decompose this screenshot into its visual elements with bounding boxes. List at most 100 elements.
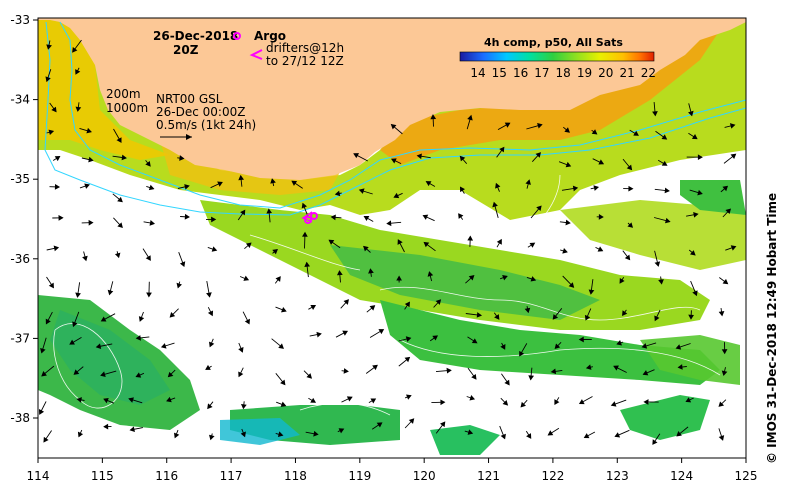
current-vector-head bbox=[502, 400, 509, 406]
drifter-legend-line1: drifters@12h bbox=[266, 41, 344, 55]
current-vector-head bbox=[405, 336, 412, 342]
current-vector-head bbox=[525, 179, 531, 185]
x-tick-label: 116 bbox=[155, 469, 178, 483]
current-vector-head bbox=[526, 433, 532, 439]
current-vector-head bbox=[550, 368, 557, 375]
current-vector-head bbox=[328, 239, 335, 245]
current-vector-head bbox=[565, 219, 571, 226]
current-vector-head bbox=[641, 343, 648, 349]
current-vector-head bbox=[499, 146, 505, 153]
current-vector-head bbox=[406, 394, 412, 400]
current-vector-head bbox=[240, 403, 247, 410]
current-vector-head bbox=[730, 245, 737, 251]
current-vector-head bbox=[588, 289, 595, 295]
current-vector-head bbox=[48, 129, 55, 136]
current-vector-head bbox=[500, 344, 506, 350]
current-vector-head bbox=[86, 127, 92, 134]
current-vector-head bbox=[520, 401, 526, 408]
current-vector-head bbox=[184, 184, 190, 190]
current-vector-head bbox=[166, 396, 172, 403]
current-vector-head bbox=[471, 374, 477, 380]
current-vector-head bbox=[301, 202, 307, 209]
current-vector-head bbox=[148, 184, 155, 191]
current-vector-head bbox=[316, 331, 322, 338]
current-vector-head bbox=[107, 289, 114, 296]
credit-label: © IMOS 31-Dec-2018 12:49 Hobart Time bbox=[765, 193, 779, 464]
current-vector-head bbox=[578, 399, 585, 405]
y-tick-label: -37 bbox=[10, 331, 30, 345]
current-vector-head bbox=[554, 399, 560, 405]
current-vector-head bbox=[270, 178, 276, 184]
current-vector-head bbox=[302, 231, 308, 237]
current-vectors bbox=[38, 39, 737, 445]
current-vector-head bbox=[643, 399, 649, 405]
current-vector-head bbox=[467, 429, 474, 435]
current-vector-head bbox=[664, 217, 671, 224]
current-vector-head bbox=[310, 397, 317, 403]
current-vector-head bbox=[688, 110, 694, 117]
y-tick-label: -36 bbox=[10, 252, 30, 266]
current-vector-head bbox=[84, 183, 90, 189]
current-vector-head bbox=[160, 343, 167, 349]
current-vector-head bbox=[578, 336, 584, 343]
current-vector-head bbox=[458, 213, 464, 219]
current-vector-head bbox=[584, 314, 591, 321]
current-vector-head bbox=[358, 188, 365, 194]
current-vector-head bbox=[524, 307, 531, 314]
x-tick-label: 124 bbox=[670, 469, 693, 483]
colorbar-tick-label: 14 bbox=[470, 66, 485, 80]
current-vector-head bbox=[568, 282, 575, 288]
current-vector-head bbox=[502, 274, 508, 281]
current-vector-head bbox=[103, 423, 109, 430]
current-vector-head bbox=[504, 379, 510, 386]
current-vector-head bbox=[75, 106, 82, 112]
current-vector-head bbox=[562, 248, 568, 254]
current-vector-head bbox=[211, 216, 217, 223]
current-vector-head bbox=[208, 341, 215, 348]
current-vector-head bbox=[51, 106, 57, 113]
current-vector-head bbox=[500, 433, 506, 440]
current-vector-head bbox=[100, 316, 107, 322]
current-vector-head bbox=[554, 343, 561, 350]
current-vector-head bbox=[363, 245, 369, 252]
x-tick-label: 119 bbox=[348, 469, 371, 483]
current-vector-head bbox=[624, 254, 631, 261]
current-vector-head bbox=[396, 275, 402, 281]
colorbar-tick-label: 20 bbox=[598, 66, 613, 80]
current-vector-head bbox=[291, 180, 298, 186]
current-vector-head bbox=[718, 401, 725, 407]
x-tick-label: 117 bbox=[220, 469, 243, 483]
current-vector-head bbox=[343, 368, 349, 374]
current-vector-head bbox=[591, 129, 598, 135]
current-vector-head bbox=[363, 216, 370, 221]
current-vector-head bbox=[304, 261, 311, 267]
current-vector-head bbox=[207, 310, 214, 317]
current-vector-head bbox=[167, 371, 174, 378]
current-vector-head bbox=[243, 275, 250, 281]
current-vector-head bbox=[529, 242, 536, 248]
current-vector-head bbox=[40, 347, 46, 354]
current-vector-head bbox=[583, 433, 590, 439]
current-vector-head bbox=[145, 160, 151, 167]
current-vector-head bbox=[654, 315, 660, 322]
argo-float-marker bbox=[310, 212, 318, 220]
current-vector-head bbox=[677, 364, 683, 370]
current-vector-head bbox=[528, 375, 535, 381]
argo-legend-label: Argo bbox=[254, 29, 286, 43]
argo-markers bbox=[301, 211, 318, 224]
current-vector-head bbox=[729, 123, 736, 129]
colorbar-tick-label: 21 bbox=[619, 66, 634, 80]
current-vector-head bbox=[585, 364, 592, 370]
current-vector-head bbox=[628, 185, 634, 192]
colorbar-tick-label: 15 bbox=[492, 66, 507, 80]
current-vector-head bbox=[173, 432, 180, 439]
current-vector-head bbox=[179, 261, 186, 268]
colorbar-tick-label: 18 bbox=[556, 66, 571, 80]
current-vector-head bbox=[310, 305, 317, 311]
current-vector-head bbox=[408, 418, 415, 424]
current-vector-head bbox=[404, 301, 410, 308]
product-datetime: 26-Dec 00:00Z bbox=[156, 105, 245, 119]
current-vector-head bbox=[722, 278, 729, 285]
current-vector-head bbox=[342, 330, 349, 336]
current-vector-head bbox=[397, 239, 403, 245]
